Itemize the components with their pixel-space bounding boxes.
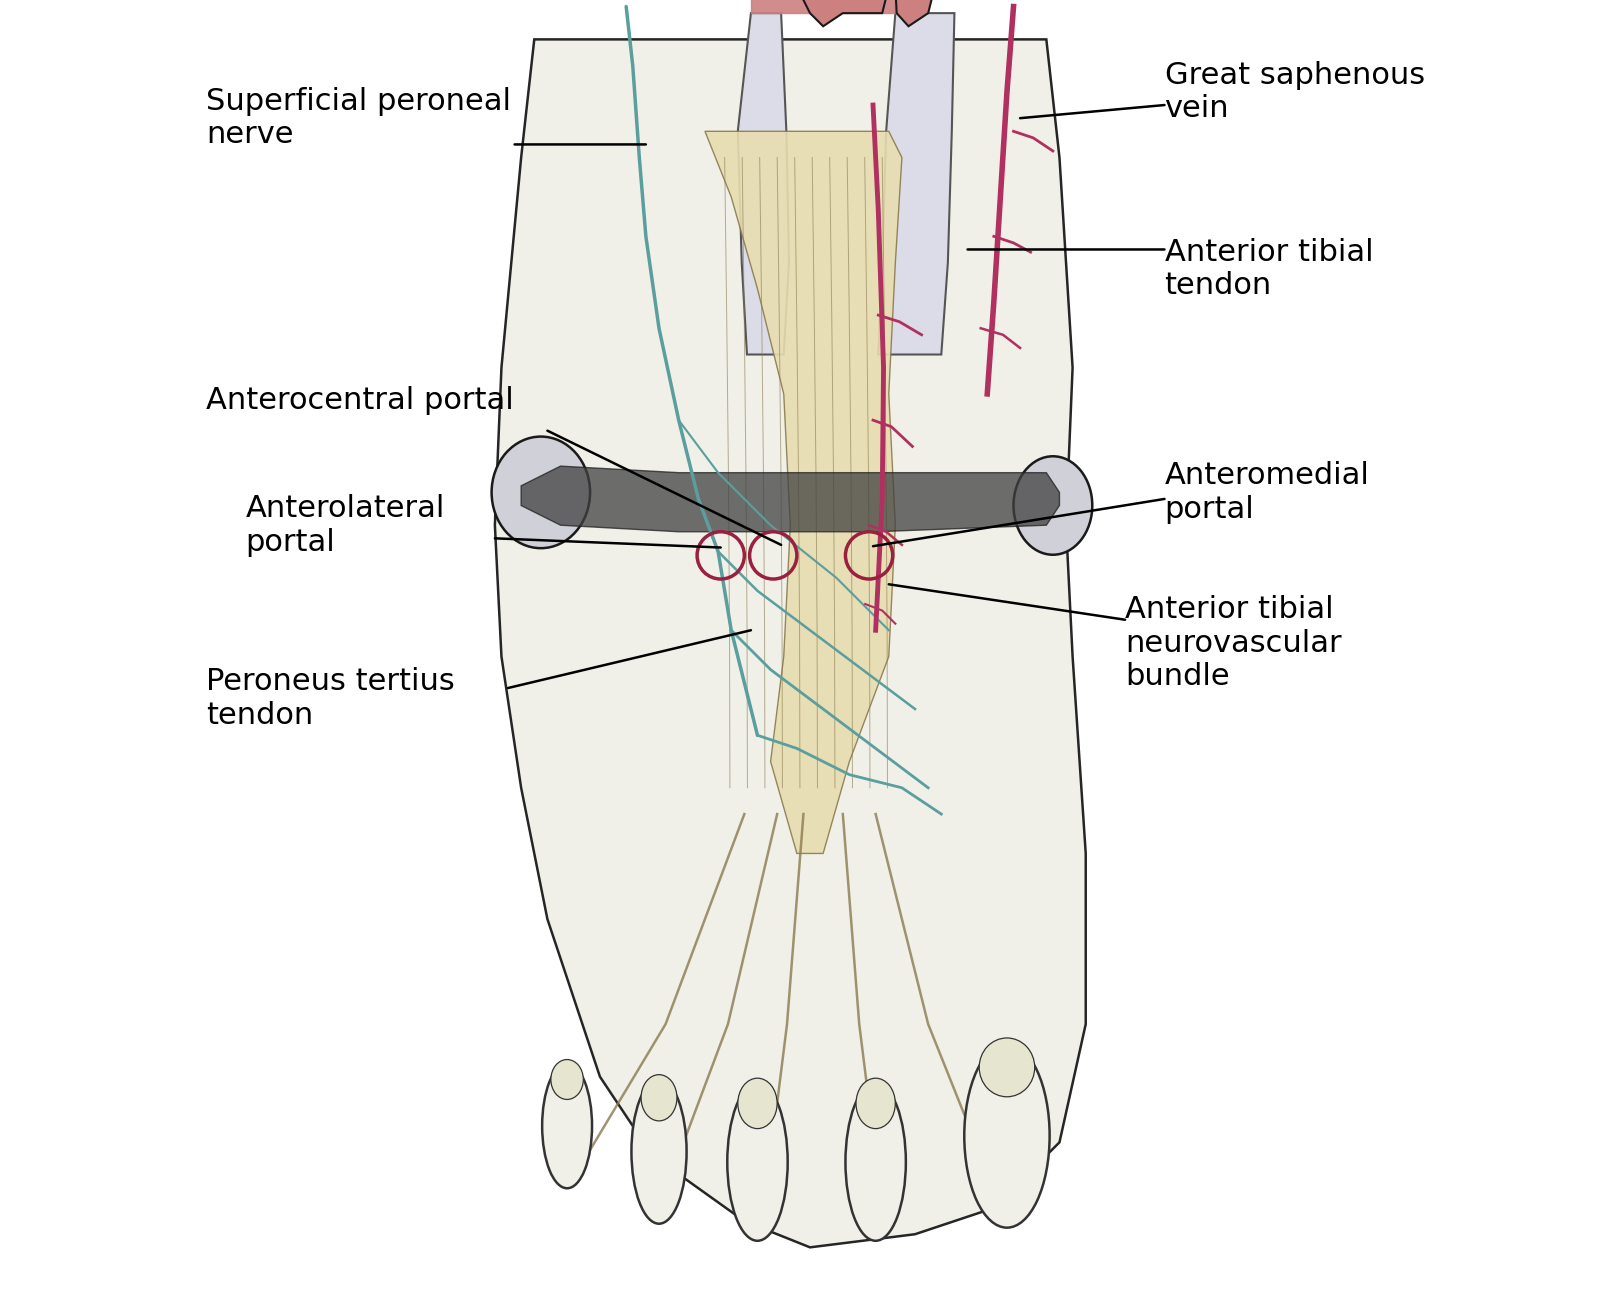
Ellipse shape <box>727 1083 787 1241</box>
Polygon shape <box>896 0 935 26</box>
Text: Peroneus tertius
tendon: Peroneus tertius tendon <box>206 667 455 730</box>
Polygon shape <box>797 0 889 26</box>
Text: Anterolateral
portal: Anterolateral portal <box>245 494 446 557</box>
Ellipse shape <box>1014 457 1092 555</box>
Ellipse shape <box>846 1083 906 1241</box>
Text: Anterocentral portal: Anterocentral portal <box>206 386 514 415</box>
Text: Superficial peroneal
nerve: Superficial peroneal nerve <box>206 87 510 150</box>
Ellipse shape <box>737 1078 778 1129</box>
Text: Anterior tibial
neurovascular
bundle: Anterior tibial neurovascular bundle <box>1126 595 1341 692</box>
Polygon shape <box>494 39 1085 1247</box>
Polygon shape <box>737 13 789 355</box>
Ellipse shape <box>551 1060 583 1099</box>
Polygon shape <box>522 466 1059 532</box>
Text: Anteromedial
portal: Anteromedial portal <box>1165 461 1369 524</box>
Polygon shape <box>878 13 954 355</box>
Text: Great saphenous
vein: Great saphenous vein <box>1165 60 1424 123</box>
Ellipse shape <box>543 1064 591 1188</box>
Ellipse shape <box>642 1074 677 1121</box>
Ellipse shape <box>855 1078 896 1129</box>
Ellipse shape <box>491 436 590 549</box>
Ellipse shape <box>978 1039 1035 1096</box>
Ellipse shape <box>632 1079 687 1224</box>
Ellipse shape <box>964 1044 1050 1228</box>
Text: Anterior tibial
tendon: Anterior tibial tendon <box>1165 238 1374 301</box>
Polygon shape <box>705 131 902 853</box>
